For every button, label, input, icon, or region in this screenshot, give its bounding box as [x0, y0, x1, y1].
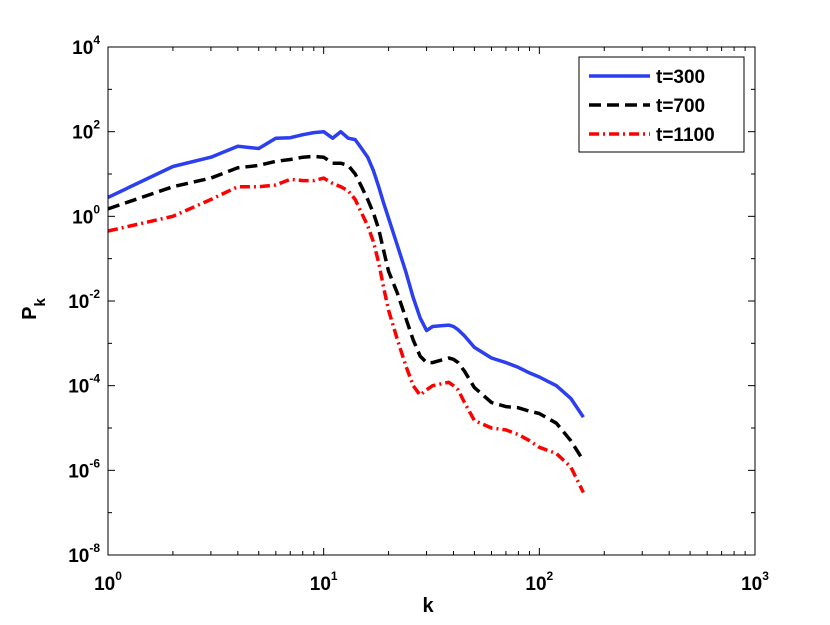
x-tick-label-exponent: 0	[115, 569, 122, 583]
legend-label: t=1100	[656, 125, 715, 146]
y-tick-label: 10-4	[68, 372, 100, 398]
data-series	[107, 129, 585, 494]
y-tick-label: 102	[72, 118, 100, 144]
y-tick-label-exponent: -4	[89, 372, 100, 386]
y-tick-label-exponent: -6	[89, 456, 100, 470]
y-tick-label-base: 10	[72, 38, 93, 59]
y-tick-label-base: 10	[68, 461, 89, 482]
y-tick-label-base: 10	[72, 123, 93, 144]
y-tick-label-base: 10	[68, 292, 89, 313]
legend-entries: t=300 t=700 t=1100	[589, 67, 715, 146]
y-tick-label: 10-6	[68, 456, 100, 482]
x-tick-label: 101	[310, 569, 338, 595]
x-tick-label-exponent: 2	[547, 569, 554, 583]
legend-label: t=300	[656, 67, 705, 88]
x-tick-label: 103	[741, 569, 769, 595]
y-axis-title: Pk	[19, 298, 49, 320]
x-tick-label-base: 10	[310, 574, 331, 595]
legend-label: t=700	[656, 96, 705, 117]
plot-frame	[107, 46, 756, 556]
y-tick-label-base: 10	[68, 546, 89, 567]
x-tick-label-base: 10	[94, 574, 115, 595]
series-line-t-300	[107, 129, 585, 419]
y-tick-label-exponent: -2	[89, 287, 100, 301]
y-tick-label-exponent: 0	[93, 202, 100, 216]
y-axis-title-main: P	[19, 307, 41, 320]
x-tick-label: 100	[94, 569, 122, 595]
y-axis-title-subscript: k	[32, 298, 49, 307]
legend: t=300 t=700 t=1100	[578, 56, 745, 153]
y-tick-label: 100	[72, 202, 100, 228]
legend-box	[578, 56, 745, 153]
y-tick-label: 10-8	[68, 541, 100, 567]
x-tick-label-base: 10	[741, 574, 762, 595]
y-tick-label-base: 10	[68, 377, 89, 398]
y-tick-label-exponent: -8	[89, 541, 100, 555]
x-axis-title: k	[422, 595, 434, 617]
y-tick-label: 10-2	[68, 287, 100, 313]
y-tick-label-base: 10	[72, 207, 93, 228]
x-tick-label-exponent: 1	[331, 569, 338, 583]
x-tick-label-exponent: 3	[762, 569, 769, 583]
y-tick-label-exponent: 4	[93, 33, 100, 47]
series-line-t-1100	[107, 176, 585, 494]
x-tick-label: 102	[525, 569, 553, 595]
y-tick-label: 104	[72, 33, 100, 59]
x-tick-label-base: 10	[525, 574, 546, 595]
y-tick-label-exponent: 2	[93, 118, 100, 132]
